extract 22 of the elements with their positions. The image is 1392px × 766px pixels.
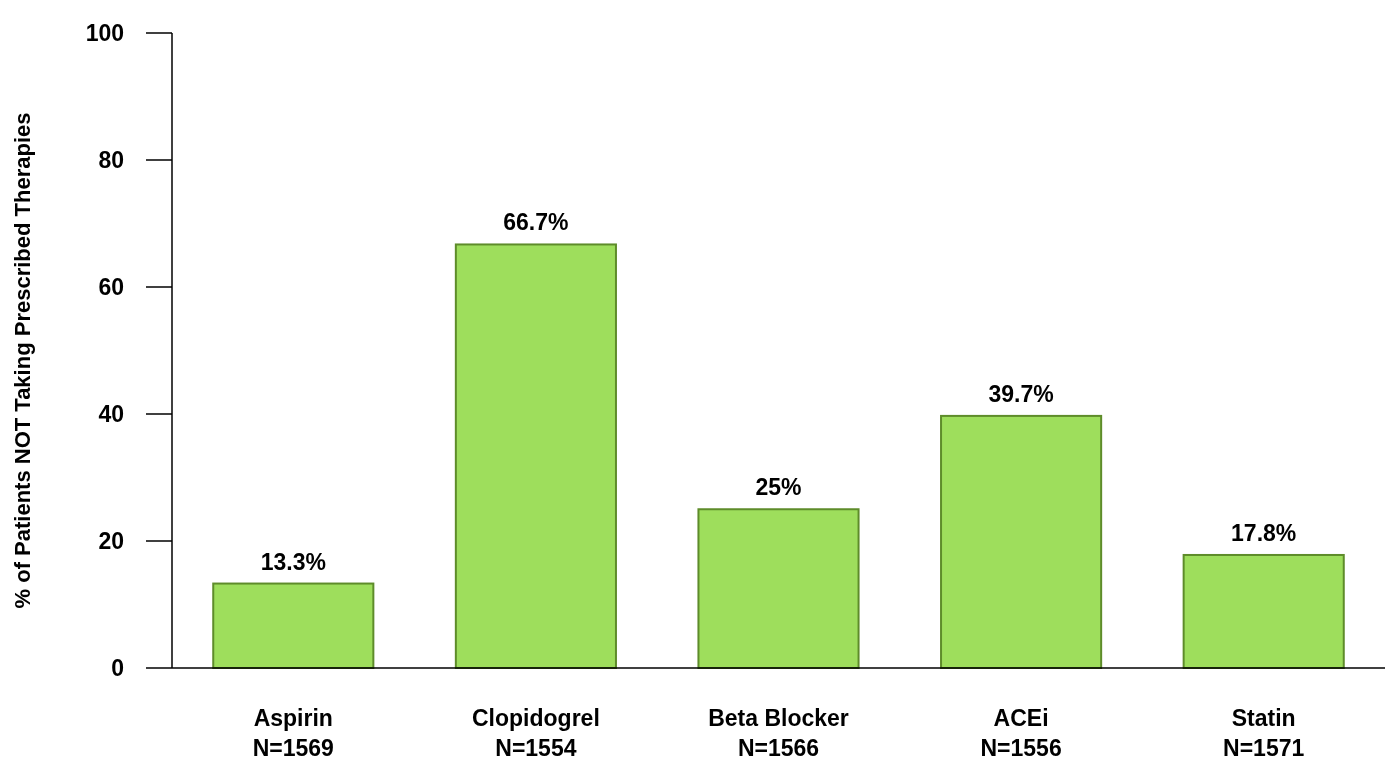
bar (454, 243, 617, 669)
y-axis-title: % of Patients NOT Taking Prescribed Therapies (10, 112, 35, 609)
y-tick-label: 20 (98, 528, 124, 555)
data-label: 66.7% (503, 209, 569, 236)
y-tick-label: 40 (98, 401, 124, 428)
y-tick-label: 60 (98, 274, 124, 301)
data-label: 39.7% (988, 380, 1054, 407)
bar (1182, 553, 1345, 669)
x-tick-label: Beta Blocker N=1566 (708, 705, 849, 761)
data-label: 25% (755, 474, 802, 501)
bar (940, 414, 1103, 669)
data-label: 13.3% (260, 548, 326, 575)
data-label: 17.8% (1231, 519, 1297, 546)
y-tick-label: 80 (98, 147, 124, 174)
bar (697, 508, 860, 669)
y-tick-label: 100 (85, 20, 124, 47)
bar (212, 582, 375, 669)
x-tick-label: Aspirin N=1569 (252, 705, 334, 761)
x-tick-label: Clopidogrel N=1554 (472, 705, 600, 761)
x-tick-label: Statin N=1571 (1223, 705, 1305, 761)
x-tick-label: ACEi N=1556 (980, 705, 1062, 761)
y-tick-label: 0 (111, 655, 124, 682)
